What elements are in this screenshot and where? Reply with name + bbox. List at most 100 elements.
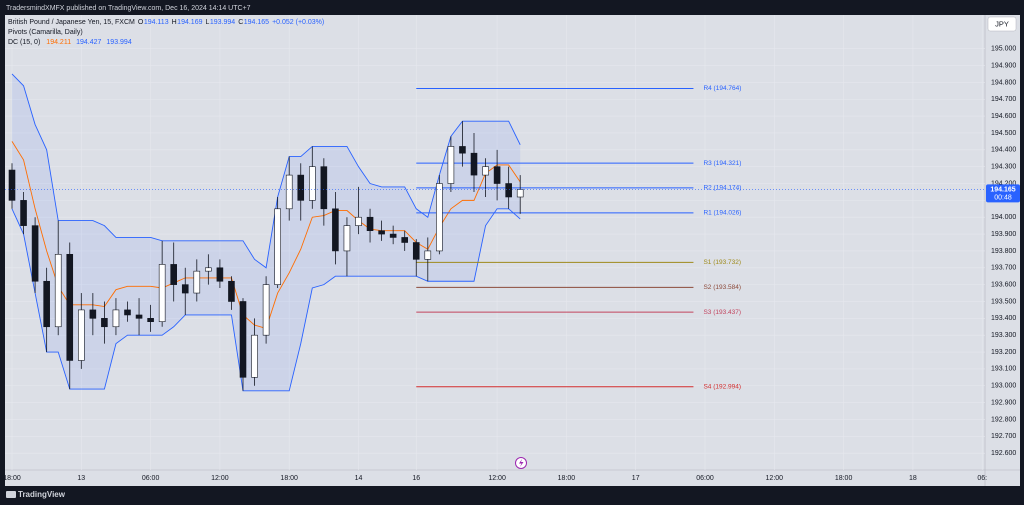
y-tick-label: 193.500 xyxy=(991,298,1016,305)
candle-body xyxy=(366,216,374,232)
indicator-value: 193.994 xyxy=(106,39,131,46)
candle-body xyxy=(147,318,154,323)
x-tick-label: 18 xyxy=(909,475,917,482)
candle-body xyxy=(66,253,74,361)
candle-body xyxy=(43,280,50,328)
indicator-name: DC (15, 0) xyxy=(8,39,40,46)
candle-body xyxy=(170,264,177,285)
x-tick-label: 18:00 xyxy=(280,475,298,482)
pivot-label: S4 (192.994) xyxy=(703,383,741,390)
y-tick-label: 194.000 xyxy=(991,214,1016,221)
plot xyxy=(5,15,985,470)
currency-label[interactable]: JPY xyxy=(995,19,1009,28)
candle-body xyxy=(459,146,466,154)
symbol-title: British Pound / Japanese Yen, 15, FXCM xyxy=(8,19,135,26)
candle-body xyxy=(262,284,270,336)
candle-body xyxy=(181,284,189,294)
y-tick-label: 194.500 xyxy=(991,130,1016,137)
y-tick-label: 193.400 xyxy=(991,315,1016,322)
x-tick-label: 18:00 xyxy=(558,475,576,482)
event-bolt xyxy=(519,459,524,467)
y-tick-label: 194.900 xyxy=(991,62,1016,69)
last-price-tag xyxy=(986,184,1020,203)
candle-body xyxy=(54,253,62,328)
y-tick-label: 195.000 xyxy=(991,46,1016,53)
candle-body xyxy=(320,166,328,210)
x-tick-label: 12:00 xyxy=(211,475,229,482)
candle-body xyxy=(89,309,97,319)
y-tick-label: 194.300 xyxy=(991,164,1016,171)
ohlc-key: L xyxy=(205,19,209,26)
candle-body xyxy=(389,233,397,238)
brand[interactable]: TradingView xyxy=(6,490,66,499)
candle-body xyxy=(101,318,108,328)
candle-body xyxy=(20,200,27,226)
ohlc-value: 194.169 xyxy=(177,19,202,26)
candle-body xyxy=(31,225,39,282)
candle-body xyxy=(308,166,316,201)
brand-logo[interactable] xyxy=(6,491,16,498)
chart-background xyxy=(5,15,1020,486)
y-tick-label: 194.800 xyxy=(991,79,1016,86)
candle-body xyxy=(135,314,143,319)
candle-body xyxy=(239,301,247,378)
pivot-label: S1 (193.732) xyxy=(703,259,741,266)
x-tick-label: 06:00 xyxy=(696,475,714,482)
currency-button[interactable] xyxy=(987,16,1017,32)
y-tick-label: 193.700 xyxy=(991,265,1016,272)
channel-band xyxy=(11,208,521,392)
pivot-label: R4 (194.764) xyxy=(703,85,741,92)
x-tick-label: 06:00 xyxy=(142,475,160,482)
ohlc-key: C xyxy=(238,19,243,26)
candle-body xyxy=(228,280,235,302)
legend: British Pound / Japanese Yen, 15, FXCM O 1… xyxy=(8,19,324,46)
indicator-value: 194.427 xyxy=(76,39,101,46)
pivot-label: R3 (194.321) xyxy=(703,160,741,167)
y-tick-label: 194.200 xyxy=(991,180,1016,187)
candle-body xyxy=(285,174,293,210)
y-tick-label: 192.700 xyxy=(991,433,1016,440)
x-tick-label: 06: xyxy=(977,475,987,482)
y-tick-label: 192.800 xyxy=(991,416,1016,423)
y-tick-label: 194.700 xyxy=(991,96,1016,103)
countdown-label: 00:48 xyxy=(994,194,1012,201)
y-tick-label: 193.900 xyxy=(991,231,1016,238)
x-tick-label: 14 xyxy=(355,475,363,482)
x-tick-label: 13 xyxy=(77,475,85,482)
candle-body xyxy=(8,169,16,201)
candle-body xyxy=(193,270,201,294)
candle-body xyxy=(205,267,212,272)
change-value: +0.052 (+0.03%) xyxy=(272,19,324,26)
ohlc-value: 194.113 xyxy=(144,19,169,26)
ohlc-key: O xyxy=(138,19,144,26)
y-tick-label: 193.800 xyxy=(991,248,1016,255)
y-tick-label: 193.100 xyxy=(991,366,1016,373)
candle-body xyxy=(412,242,420,260)
candle-body xyxy=(297,174,305,201)
candle-body xyxy=(124,309,131,316)
y-tick-label: 193.600 xyxy=(991,281,1016,288)
indicator-value: 194.211 xyxy=(46,39,71,46)
x-tick-label: 18:00 xyxy=(3,475,21,482)
candle-body xyxy=(158,264,166,323)
y-tick-label: 192.600 xyxy=(991,450,1016,457)
brand-name[interactable]: TradingView xyxy=(18,490,66,499)
candle-body xyxy=(378,230,385,235)
candle-body xyxy=(447,146,455,184)
indicator-name: Pivots (Camarilla, Daily) xyxy=(8,29,83,36)
channel-band xyxy=(11,73,521,269)
y-tick-label: 193.000 xyxy=(991,383,1016,390)
candle-body xyxy=(332,208,339,252)
candle-body xyxy=(505,183,512,198)
candle-body xyxy=(274,208,281,285)
y-tick-label: 193.300 xyxy=(991,332,1016,339)
candle-body xyxy=(355,216,362,226)
x-tick-label: 18:00 xyxy=(835,475,853,482)
ohlc-key: H xyxy=(172,19,177,26)
y-tick-label: 192.900 xyxy=(991,399,1016,406)
candle-body xyxy=(78,309,85,361)
candle-body xyxy=(516,189,524,198)
candle-body xyxy=(343,225,351,252)
